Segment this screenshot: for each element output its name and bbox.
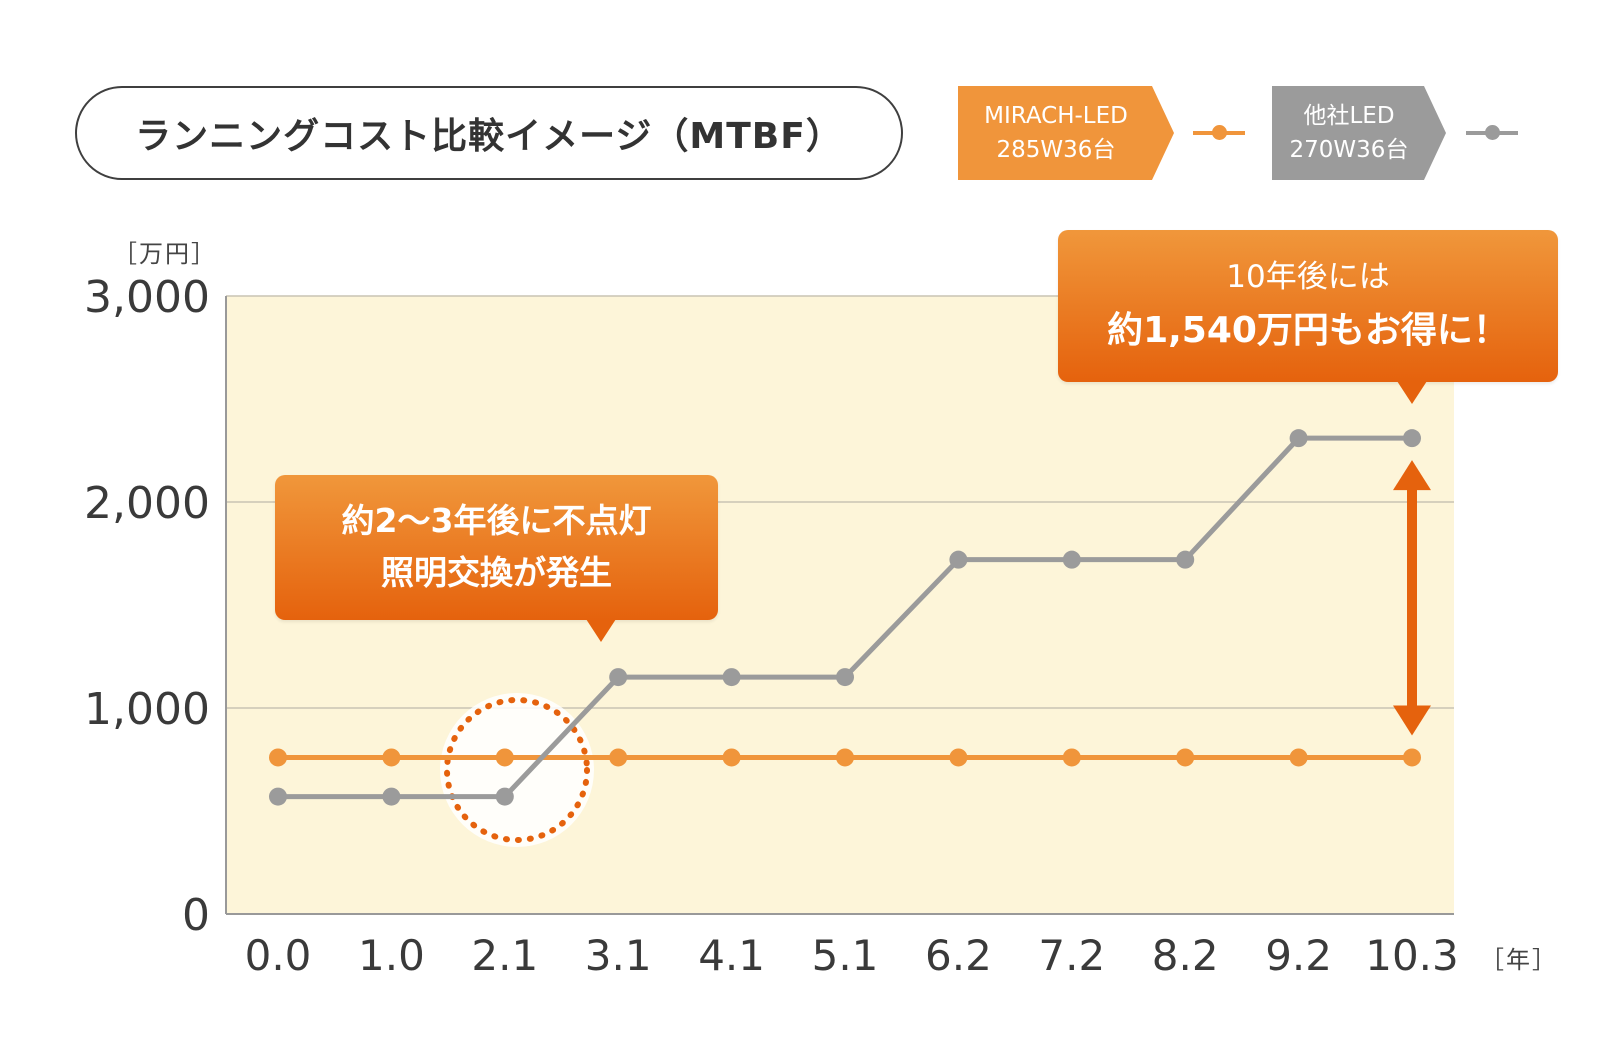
data-point <box>269 787 287 806</box>
callout-savings-line2: 約1,540万円もお得に！ <box>1107 310 1509 351</box>
callout-savings-line1: 10年後には <box>1226 259 1390 295</box>
x-tick-label: 4.1 <box>698 931 765 980</box>
x-tick-label: 2.1 <box>471 931 538 980</box>
data-point <box>1403 429 1421 448</box>
data-point <box>1062 748 1081 767</box>
x-tick-label: 1.0 <box>358 931 425 980</box>
callout-replacement-line1: 約2〜3年後に不点灯 <box>341 501 652 540</box>
data-point <box>382 787 401 806</box>
data-point <box>722 748 741 767</box>
legend-tag-other: 他社LED 270W36台 <box>1272 86 1446 180</box>
y-tick-label: 2,000 <box>84 478 210 529</box>
data-point <box>1062 550 1081 569</box>
x-tick-label: 10.3 <box>1365 931 1459 980</box>
callout-replacement-line2: 照明交換が発生 <box>381 553 612 592</box>
callout-replacement: 約2〜3年後に不点灯 照明交換が発生 <box>275 475 718 642</box>
legend-mirach-line <box>1193 125 1245 140</box>
data-point <box>836 748 854 767</box>
y-tick-label: 3,000 <box>84 272 210 323</box>
data-point <box>1289 429 1308 448</box>
data-point <box>1403 748 1421 767</box>
x-tick-label: 3.1 <box>585 931 652 980</box>
legend-other-spec: 270W36台 <box>1289 137 1409 163</box>
data-point <box>495 748 514 767</box>
x-axis-unit: ［年］ <box>1480 946 1558 974</box>
x-tick-label: 0.0 <box>245 931 312 980</box>
difference-arrow-head-down <box>1393 705 1431 736</box>
data-point <box>495 787 514 806</box>
legend-other-marker <box>1485 125 1500 140</box>
legend-mirach-marker <box>1212 125 1227 140</box>
x-tick-label: 9.2 <box>1265 931 1332 980</box>
data-point <box>609 668 628 687</box>
difference-arrow-head-up <box>1393 460 1431 491</box>
data-point <box>382 748 401 767</box>
callout-savings: 10年後には 約1,540万円もお得に！ <box>1058 230 1558 404</box>
data-point <box>949 748 968 767</box>
legend-tag-mirach: MIRACH-LED 285W36台 <box>958 86 1174 180</box>
legend-other-name: 他社LED <box>1303 103 1395 129</box>
highlight-circle <box>444 697 590 843</box>
data-point <box>949 550 968 569</box>
y-tick-label: 1,000 <box>84 684 210 735</box>
x-tick-label: 6.2 <box>925 931 992 980</box>
x-tick-label: 7.2 <box>1038 931 1105 980</box>
data-point <box>836 668 854 687</box>
legend-mirach-name: MIRACH-LED <box>984 103 1128 129</box>
data-point <box>722 668 741 687</box>
x-tick-label: 8.2 <box>1152 931 1219 980</box>
highlight-circle-bg <box>440 693 594 847</box>
chart-title: ランニングコスト比較イメージ（MTBF） <box>75 86 903 180</box>
data-point <box>609 748 628 767</box>
legend-other-line <box>1466 125 1518 140</box>
y-tick-label: 0 <box>182 890 210 941</box>
y-axis-unit: ［万円］ <box>113 240 217 268</box>
legend-mirach-spec: 285W36台 <box>996 137 1116 163</box>
data-point <box>1176 748 1195 767</box>
x-tick-label: 5.1 <box>812 931 879 980</box>
data-point <box>1176 550 1195 569</box>
data-point <box>1289 748 1308 767</box>
data-point <box>269 748 287 767</box>
